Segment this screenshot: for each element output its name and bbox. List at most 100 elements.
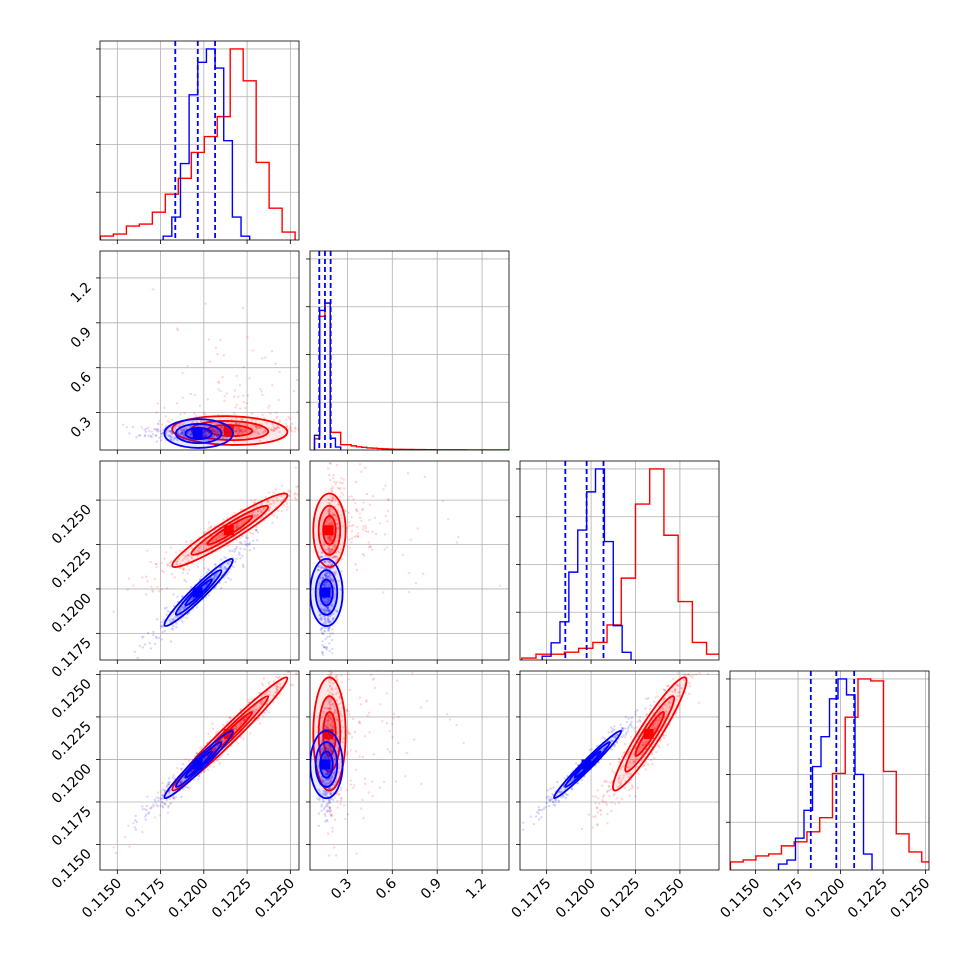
scatter-point bbox=[328, 537, 331, 540]
scatter-point bbox=[320, 551, 323, 554]
scatter-point bbox=[182, 567, 185, 570]
scatter-point bbox=[189, 585, 193, 589]
scatter-point bbox=[327, 521, 330, 525]
scatter-point bbox=[657, 718, 661, 722]
scatter-point bbox=[703, 666, 705, 668]
scatter-point bbox=[626, 730, 630, 733]
scatter-point bbox=[337, 764, 341, 767]
scatter-point bbox=[596, 823, 599, 827]
scatter-point bbox=[153, 816, 157, 819]
y-tick-label: 0.9 bbox=[68, 324, 95, 351]
scatter-point bbox=[214, 537, 218, 541]
scatter-point bbox=[331, 693, 335, 696]
scatter-point bbox=[323, 617, 327, 621]
scatter-point bbox=[197, 546, 201, 550]
scatter-point bbox=[159, 626, 163, 629]
scatter-point bbox=[551, 800, 555, 804]
scatter-point bbox=[327, 657, 329, 659]
x-tick-label: 0.6 bbox=[373, 875, 400, 902]
scatter-point bbox=[331, 647, 334, 651]
scatter-point bbox=[326, 689, 330, 692]
scatter-point bbox=[329, 704, 332, 707]
scatter-point bbox=[176, 432, 180, 435]
scatter-point bbox=[331, 604, 334, 607]
scatter-point bbox=[220, 587, 223, 590]
scatter-point bbox=[261, 393, 264, 397]
scatter-point bbox=[275, 516, 279, 519]
scatter-point bbox=[324, 572, 327, 575]
scatter-point bbox=[235, 522, 239, 525]
scatter-point bbox=[234, 524, 238, 528]
scatter-point bbox=[678, 694, 681, 698]
scatter-point bbox=[329, 700, 332, 703]
scatter-point bbox=[619, 767, 623, 770]
scatter-point bbox=[178, 549, 182, 553]
scatter-point bbox=[204, 431, 207, 435]
scatter-point bbox=[326, 606, 329, 610]
scatter-point bbox=[329, 510, 332, 514]
contour-set-blue bbox=[163, 558, 234, 627]
scatter-point bbox=[246, 536, 250, 540]
scatter-point bbox=[256, 538, 259, 542]
scatter-point bbox=[594, 815, 597, 818]
scatter-point bbox=[666, 743, 669, 747]
scatter-point bbox=[173, 576, 177, 579]
scatter-point bbox=[239, 541, 242, 544]
scatter-point bbox=[322, 583, 326, 586]
scatter-point bbox=[182, 434, 186, 437]
scatter-point bbox=[128, 432, 131, 435]
scatter-point bbox=[633, 759, 636, 763]
scatter-point bbox=[621, 755, 624, 758]
scatter-point bbox=[204, 429, 207, 432]
scatter-point bbox=[217, 388, 220, 391]
scatter-point bbox=[564, 787, 567, 791]
scatter-point bbox=[340, 491, 343, 494]
scatter-point bbox=[331, 513, 334, 517]
scatter-point bbox=[576, 781, 580, 785]
scatter-point bbox=[597, 797, 600, 800]
scatter-point bbox=[321, 471, 323, 473]
scatter-point bbox=[613, 792, 616, 796]
scatter-point bbox=[332, 473, 335, 477]
scatter-point bbox=[328, 801, 331, 804]
scatter-point bbox=[327, 799, 331, 802]
scatter-point bbox=[635, 758, 639, 761]
scatter-point bbox=[323, 608, 326, 612]
scatter-point bbox=[325, 622, 328, 626]
scatter-point bbox=[220, 436, 224, 440]
scatter-point bbox=[157, 422, 160, 426]
scatter-point bbox=[330, 547, 333, 551]
scatter-point bbox=[362, 554, 366, 557]
scatter-point bbox=[203, 429, 206, 433]
scatter-point bbox=[140, 426, 143, 429]
scatter-point bbox=[332, 798, 335, 802]
scatter-point bbox=[663, 689, 666, 692]
scatter-point bbox=[327, 618, 330, 621]
scatter-point bbox=[334, 555, 337, 558]
scatter-point bbox=[275, 426, 279, 430]
scatter-point bbox=[187, 554, 190, 557]
scatter-point bbox=[352, 498, 355, 501]
scatter-point bbox=[327, 610, 330, 613]
scatter-point bbox=[632, 760, 635, 763]
scatter-point bbox=[242, 394, 245, 397]
scatter-point bbox=[624, 736, 627, 739]
scatter-point bbox=[236, 422, 239, 426]
scatter-point bbox=[213, 575, 217, 578]
scatter-point bbox=[334, 675, 338, 678]
scatter-point bbox=[337, 579, 340, 583]
scatter-point bbox=[333, 573, 337, 577]
scatter-point bbox=[326, 626, 330, 630]
scatter-point bbox=[151, 590, 155, 593]
scatter-point bbox=[175, 562, 178, 566]
scatter-point bbox=[315, 797, 319, 800]
scatter-point bbox=[329, 537, 333, 541]
scatter-point bbox=[252, 710, 256, 713]
scatter-point bbox=[228, 717, 232, 720]
scatter-point bbox=[326, 772, 329, 775]
scatter-point bbox=[332, 555, 336, 559]
scatter-point bbox=[649, 704, 653, 707]
scatter-point bbox=[328, 523, 332, 526]
scatter-point bbox=[328, 708, 332, 711]
scatter-point bbox=[275, 688, 279, 692]
